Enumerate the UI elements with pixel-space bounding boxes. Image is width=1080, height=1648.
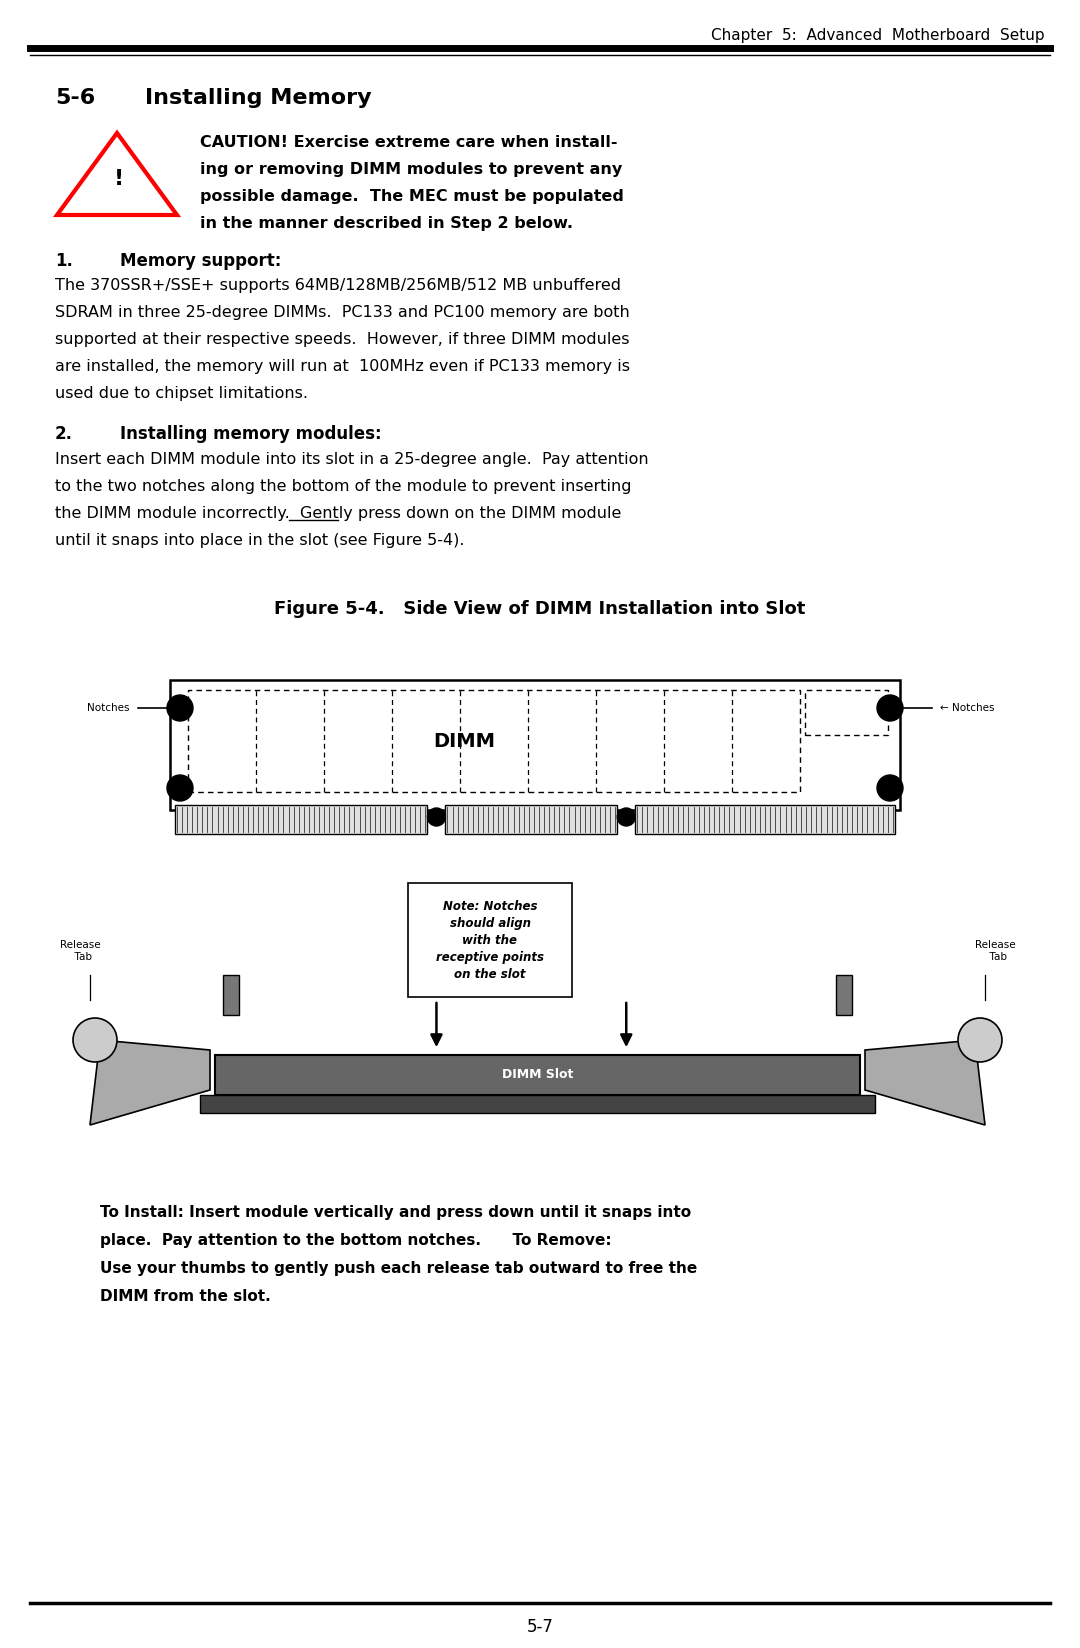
Bar: [175, 804, 428, 834]
Text: Insert each DIMM module into its slot in a 25-degree angle.  Pay attention: Insert each DIMM module into its slot in…: [55, 452, 649, 466]
Bar: [445, 804, 618, 834]
Text: Installing memory modules:: Installing memory modules:: [120, 425, 381, 443]
Text: DIMM Slot: DIMM Slot: [502, 1068, 573, 1081]
Bar: [805, 691, 888, 735]
Text: used due to chipset limitations.: used due to chipset limitations.: [55, 386, 308, 400]
Text: Memory support:: Memory support:: [120, 252, 282, 270]
Text: ing or removing DIMM modules to prevent any: ing or removing DIMM modules to prevent …: [200, 162, 622, 176]
Bar: [200, 1094, 875, 1112]
Circle shape: [877, 775, 903, 801]
Text: ← Notches: ← Notches: [940, 704, 995, 714]
Polygon shape: [865, 1040, 985, 1126]
Text: the DIMM module incorrectly.  Gently press down on the DIMM module: the DIMM module incorrectly. Gently pres…: [55, 506, 621, 521]
Circle shape: [73, 1018, 117, 1061]
Text: !: !: [113, 170, 124, 190]
Text: supported at their respective speeds.  However, if three DIMM modules: supported at their respective speeds. Ho…: [55, 331, 630, 348]
Text: Chapter  5:  Advanced  Motherboard  Setup: Chapter 5: Advanced Motherboard Setup: [712, 28, 1045, 43]
Text: Note: Notches
should align
with the
receptive points
on the slot: Note: Notches should align with the rece…: [436, 900, 544, 981]
Circle shape: [958, 1018, 1002, 1061]
Text: are installed, the memory will run at  100MHz even if PC133 memory is: are installed, the memory will run at 10…: [55, 359, 630, 374]
Text: DIMM from the slot.: DIMM from the slot.: [100, 1289, 271, 1304]
Text: 5-6: 5-6: [55, 87, 95, 109]
Bar: [836, 976, 852, 1015]
Text: Release
  Tab: Release Tab: [974, 939, 1015, 962]
Text: Notches: Notches: [87, 704, 130, 714]
Text: SDRAM in three 25-degree DIMMs.  PC133 and PC100 memory are both: SDRAM in three 25-degree DIMMs. PC133 an…: [55, 305, 630, 320]
Circle shape: [167, 695, 193, 722]
Text: until it snaps into place in the slot (see Figure 5-4).: until it snaps into place in the slot (s…: [55, 532, 464, 549]
Text: Figure 5-4.   Side View of DIMM Installation into Slot: Figure 5-4. Side View of DIMM Installati…: [274, 600, 806, 618]
Text: To Install: Insert module vertically and press down until it snaps into: To Install: Insert module vertically and…: [100, 1205, 691, 1220]
Text: place.  Pay attention to the bottom notches.      To Remove:: place. Pay attention to the bottom notch…: [100, 1233, 611, 1248]
Text: DIMM: DIMM: [433, 732, 495, 750]
Text: in the manner described in Step 2 below.: in the manner described in Step 2 below.: [200, 216, 573, 231]
Bar: [170, 681, 900, 811]
Text: 2.: 2.: [55, 425, 73, 443]
FancyBboxPatch shape: [408, 883, 572, 997]
Circle shape: [877, 695, 903, 722]
Circle shape: [428, 808, 445, 826]
Text: possible damage.  The MEC must be populated: possible damage. The MEC must be populat…: [200, 190, 624, 204]
Bar: [222, 976, 239, 1015]
Text: CAUTION! Exercise extreme care when install-: CAUTION! Exercise extreme care when inst…: [200, 135, 618, 150]
Polygon shape: [90, 1040, 210, 1126]
Text: to the two notches along the bottom of the module to prevent inserting: to the two notches along the bottom of t…: [55, 480, 632, 494]
Text: 5-7: 5-7: [527, 1618, 553, 1636]
Circle shape: [618, 808, 635, 826]
Bar: [188, 691, 800, 793]
Text: The 370SSR+/SSE+ supports 64MB/128MB/256MB/512 MB unbuffered: The 370SSR+/SSE+ supports 64MB/128MB/256…: [55, 279, 621, 293]
Text: Use your thumbs to gently push each release tab outward to free the: Use your thumbs to gently push each rele…: [100, 1261, 698, 1276]
Bar: [215, 1055, 860, 1094]
Bar: [635, 804, 895, 834]
Text: 1.: 1.: [55, 252, 72, 270]
Circle shape: [167, 775, 193, 801]
Text: Installing Memory: Installing Memory: [145, 87, 372, 109]
Text: Release
  Tab: Release Tab: [59, 939, 100, 962]
